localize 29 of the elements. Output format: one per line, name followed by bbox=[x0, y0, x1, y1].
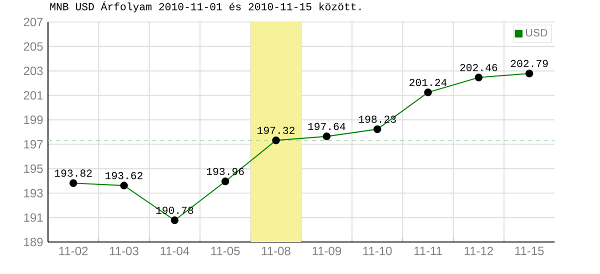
data-label: 202.79 bbox=[510, 60, 548, 68]
x-tick-label: 11-11 bbox=[414, 246, 442, 255]
data-label: 193.82 bbox=[54, 170, 92, 177]
x-tick-label: 11-15 bbox=[515, 246, 544, 256]
x-tick-label: 11-12 bbox=[464, 246, 493, 256]
data-label: 201.24 bbox=[410, 78, 447, 86]
y-tick-label: 205 bbox=[24, 42, 43, 51]
x-tick-label: 11-10 bbox=[363, 246, 392, 256]
y-tick-label: 203 bbox=[24, 66, 43, 76]
data-label: 197.64 bbox=[308, 122, 346, 130]
x-tick-label: 11-03 bbox=[110, 246, 138, 256]
x-tick-label: 11-04 bbox=[160, 246, 190, 256]
x-tick-label: 11-08 bbox=[262, 246, 290, 256]
data-label: 197.32 bbox=[258, 126, 294, 134]
y-tick-label: 191 bbox=[24, 213, 43, 222]
y-tick-label: 193 bbox=[24, 188, 43, 198]
y-tick-label: 199 bbox=[24, 116, 43, 124]
y-tick-label: 201 bbox=[24, 91, 43, 100]
data-label: 202.46 bbox=[460, 64, 498, 72]
x-tick-label: 11-02 bbox=[59, 246, 88, 256]
y-tick-label: 195 bbox=[24, 164, 43, 173]
y-tick-label: 197 bbox=[24, 140, 43, 148]
x-tick-label: 11-05 bbox=[211, 246, 240, 256]
chart-title: MNB USD Árfolyam 2010-11-01 és 2010-11-15 között. bbox=[50, 1, 361, 12]
x-tick-label: 11-09 bbox=[312, 246, 341, 256]
legend-label: USD bbox=[526, 28, 548, 37]
y-tick-label: 189 bbox=[24, 238, 43, 246]
y-tick-label: 207 bbox=[24, 18, 43, 26]
data-label: 193.62 bbox=[106, 172, 142, 180]
